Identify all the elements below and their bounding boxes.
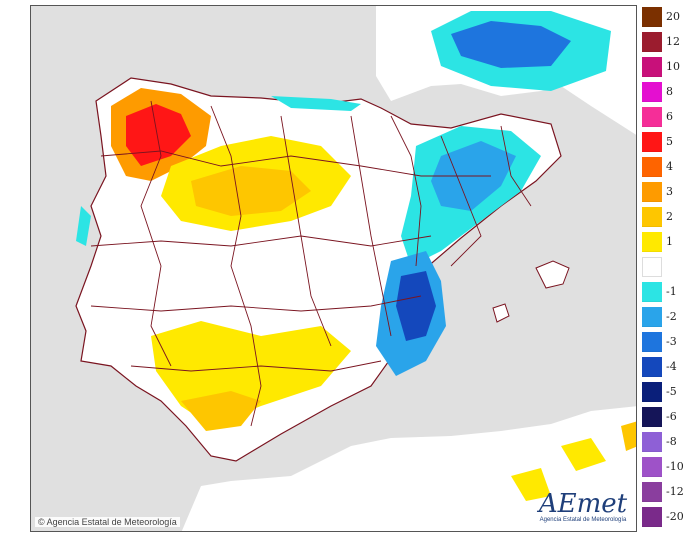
- aemet-logo: AEmet Agencia Estatal de Meteorología: [538, 491, 628, 527]
- map-canvas: [75, 6, 636, 531]
- legend-swatch: [642, 7, 662, 27]
- legend-swatch: [642, 107, 662, 127]
- legend-swatch: [642, 432, 662, 452]
- legend-swatch: [642, 482, 662, 502]
- legend-label: 10: [666, 60, 680, 73]
- legend-swatch: [642, 407, 662, 427]
- legend-label: 12: [666, 35, 680, 48]
- legend-swatch: [642, 82, 662, 102]
- legend-label: 8: [666, 85, 673, 98]
- legend-swatch: [642, 282, 662, 302]
- anomaly-cool-north-coast: [271, 96, 361, 111]
- legend-label: 3: [666, 185, 673, 198]
- legend-label: 5: [666, 135, 673, 148]
- copyright-label: © Agencia Estatal de Meteorología: [35, 517, 180, 527]
- north-africa-land: [181, 406, 636, 531]
- legend-label: -2: [666, 310, 677, 323]
- legend-swatch: [642, 57, 662, 77]
- anomaly-cool-coast: [76, 206, 91, 246]
- legend-swatch: [642, 457, 662, 477]
- anomaly-mild-south: [181, 391, 261, 431]
- anomaly-warm-africa-1: [561, 438, 606, 471]
- map-frame: © Agencia Estatal de Meteorología AEmet …: [30, 5, 637, 532]
- legend-label: 4: [666, 160, 673, 173]
- legend-swatch: [642, 132, 662, 152]
- legend-swatch: [642, 157, 662, 177]
- aemet-logo-mark: AEmet: [538, 489, 628, 519]
- legend-swatch: [642, 507, 662, 527]
- legend-label: 1: [666, 235, 673, 248]
- legend-swatch: [642, 232, 662, 252]
- legend-label: -5: [666, 385, 677, 398]
- legend-swatch: [642, 32, 662, 52]
- legend-label: 6: [666, 110, 673, 123]
- anomaly-warm-africa-3: [511, 468, 551, 501]
- legend-swatch: [642, 357, 662, 377]
- legend-label: -8: [666, 435, 677, 448]
- legend-label: -20: [666, 510, 684, 523]
- legend-label: 20: [666, 10, 680, 23]
- anomaly-warm-africa-2: [621, 421, 636, 451]
- anomaly-hot-northwest: [126, 104, 191, 166]
- region-boundaries: [90, 100, 532, 427]
- legend-swatch: [642, 257, 662, 277]
- legend-label: -1: [666, 285, 677, 298]
- legend-swatch: [642, 182, 662, 202]
- legend-swatch: [642, 332, 662, 352]
- legend-label: 2: [666, 210, 673, 223]
- legend-swatch: [642, 307, 662, 327]
- legend-swatch: [642, 382, 662, 402]
- balearic-island-mallorca: [535, 260, 570, 289]
- legend-label: -4: [666, 360, 677, 373]
- legend-swatch: [642, 207, 662, 227]
- color-legend: 20 12 10 8 6 5 4 3 2 1 -1 -2 -3 -4 -5 -6 -8 -10 -12 -20: [642, 7, 696, 545]
- legend-label: -3: [666, 335, 677, 348]
- anomaly-cold-france: [451, 21, 571, 68]
- anomaly-cold-valencia: [396, 271, 436, 341]
- balearic-island-ibiza: [492, 303, 510, 323]
- aemet-logo-subtitle: Agencia Estatal de Meteorología: [539, 517, 627, 523]
- anomaly-mild-center-north: [191, 166, 311, 216]
- legend-label: -10: [666, 460, 684, 473]
- legend-label: -12: [666, 485, 684, 498]
- legend-label: -6: [666, 410, 677, 423]
